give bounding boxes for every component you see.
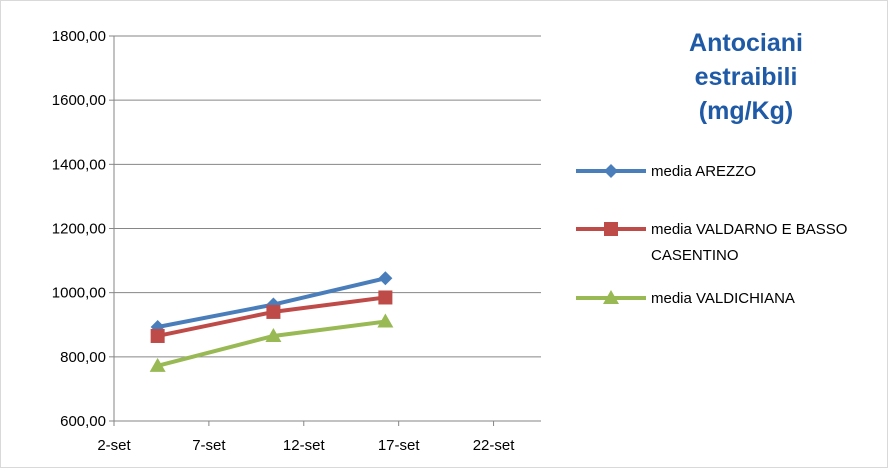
legend-label: media AREZZO (651, 163, 756, 180)
y-tick-label: 1400,00 (52, 156, 106, 173)
y-tick-label: 800,00 (60, 349, 106, 366)
x-tick-label: 17-set (378, 437, 421, 454)
y-tick-labels: 600,00 800,00 1000,00 1200,00 1400,00 1600,00… (52, 28, 106, 430)
y-tick-label: 1200,00 (52, 221, 106, 238)
legend: media AREZZO media VALDARNO E BASSO CASENT… (576, 163, 847, 307)
data-point-square (150, 328, 165, 343)
y-tick-label: 1000,00 (52, 285, 106, 302)
y-tick-label: 1600,00 (52, 92, 106, 109)
x-tick-label: 7-set (192, 437, 226, 454)
data-point-triangle (603, 290, 619, 304)
data-point-square (266, 304, 281, 319)
x-tick-labels: 2-set 7-set 12-set 17-set 22-set (97, 437, 515, 454)
chart-title-line: Antociani (689, 29, 803, 57)
series-group (149, 271, 394, 372)
legend-label: CASENTINO (651, 247, 739, 264)
x-tick-label: 12-set (283, 437, 326, 454)
data-point-triangle (377, 313, 394, 328)
x-tick-label: 2-set (97, 437, 131, 454)
y-tick-label: 1800,00 (52, 28, 106, 45)
axes (109, 35, 495, 426)
chart-title: Antociani estraibili (mg/Kg) (689, 29, 803, 125)
chart-title-line: estraibili (695, 63, 798, 91)
y-tick-label: 600,00 (60, 413, 106, 430)
data-point-triangle (265, 327, 282, 342)
data-point-square (378, 290, 393, 305)
x-tick-label: 22-set (473, 437, 516, 454)
data-point-triangle (149, 357, 166, 372)
grid-lines (114, 35, 541, 422)
chart-title-line: (mg/Kg) (699, 97, 793, 125)
legend-label: media VALDARNO E BASSO (651, 221, 847, 238)
data-point-diamond (604, 164, 618, 178)
data-point-square (604, 222, 618, 236)
data-point-diamond (378, 271, 393, 286)
legend-label: media VALDICHIANA (651, 290, 795, 307)
